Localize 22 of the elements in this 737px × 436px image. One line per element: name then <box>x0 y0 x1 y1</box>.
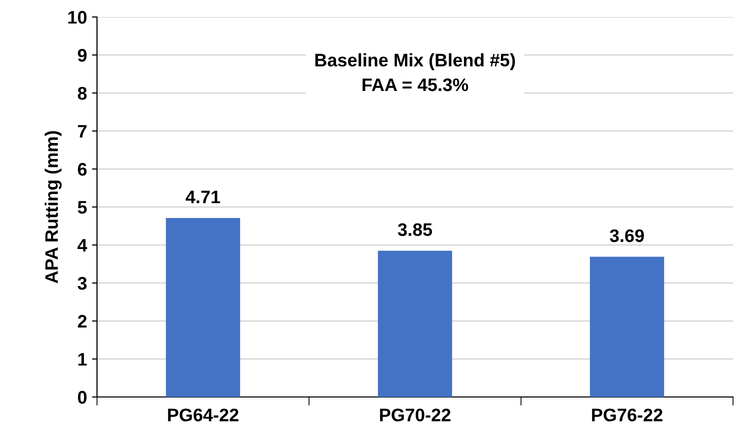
bar <box>166 218 240 397</box>
data-label: 3.69 <box>610 229 644 242</box>
y-tick-label: 1 <box>78 353 87 366</box>
x-tick-label: PG76-22 <box>592 408 662 422</box>
data-label: 3.85 <box>398 223 432 236</box>
y-tick-label: 8 <box>78 86 87 100</box>
x-tick-label: PG70-22 <box>380 408 450 422</box>
y-tick-label: 10 <box>68 10 87 24</box>
y-tick-label: 6 <box>78 162 87 176</box>
text: Baseline Mix (Blend #5) FAA = 45.3% <box>315 53 515 92</box>
y-tick-label: 5 <box>78 201 87 214</box>
y-tick-label: 2 <box>78 314 87 328</box>
y-tick-label: 7 <box>78 125 86 138</box>
y-axis-title: APA Rutting (mm) <box>44 131 62 284</box>
y-tick-label: 3 <box>78 276 87 290</box>
y-tick-label: 0 <box>78 390 87 404</box>
y-tick-label: 9 <box>78 48 87 62</box>
bar <box>590 256 664 397</box>
data-label: 4.71 <box>186 190 220 204</box>
y-tick-label: 4 <box>78 239 88 252</box>
x-tick-label: PG64-22 <box>168 408 238 422</box>
bar <box>378 250 452 397</box>
